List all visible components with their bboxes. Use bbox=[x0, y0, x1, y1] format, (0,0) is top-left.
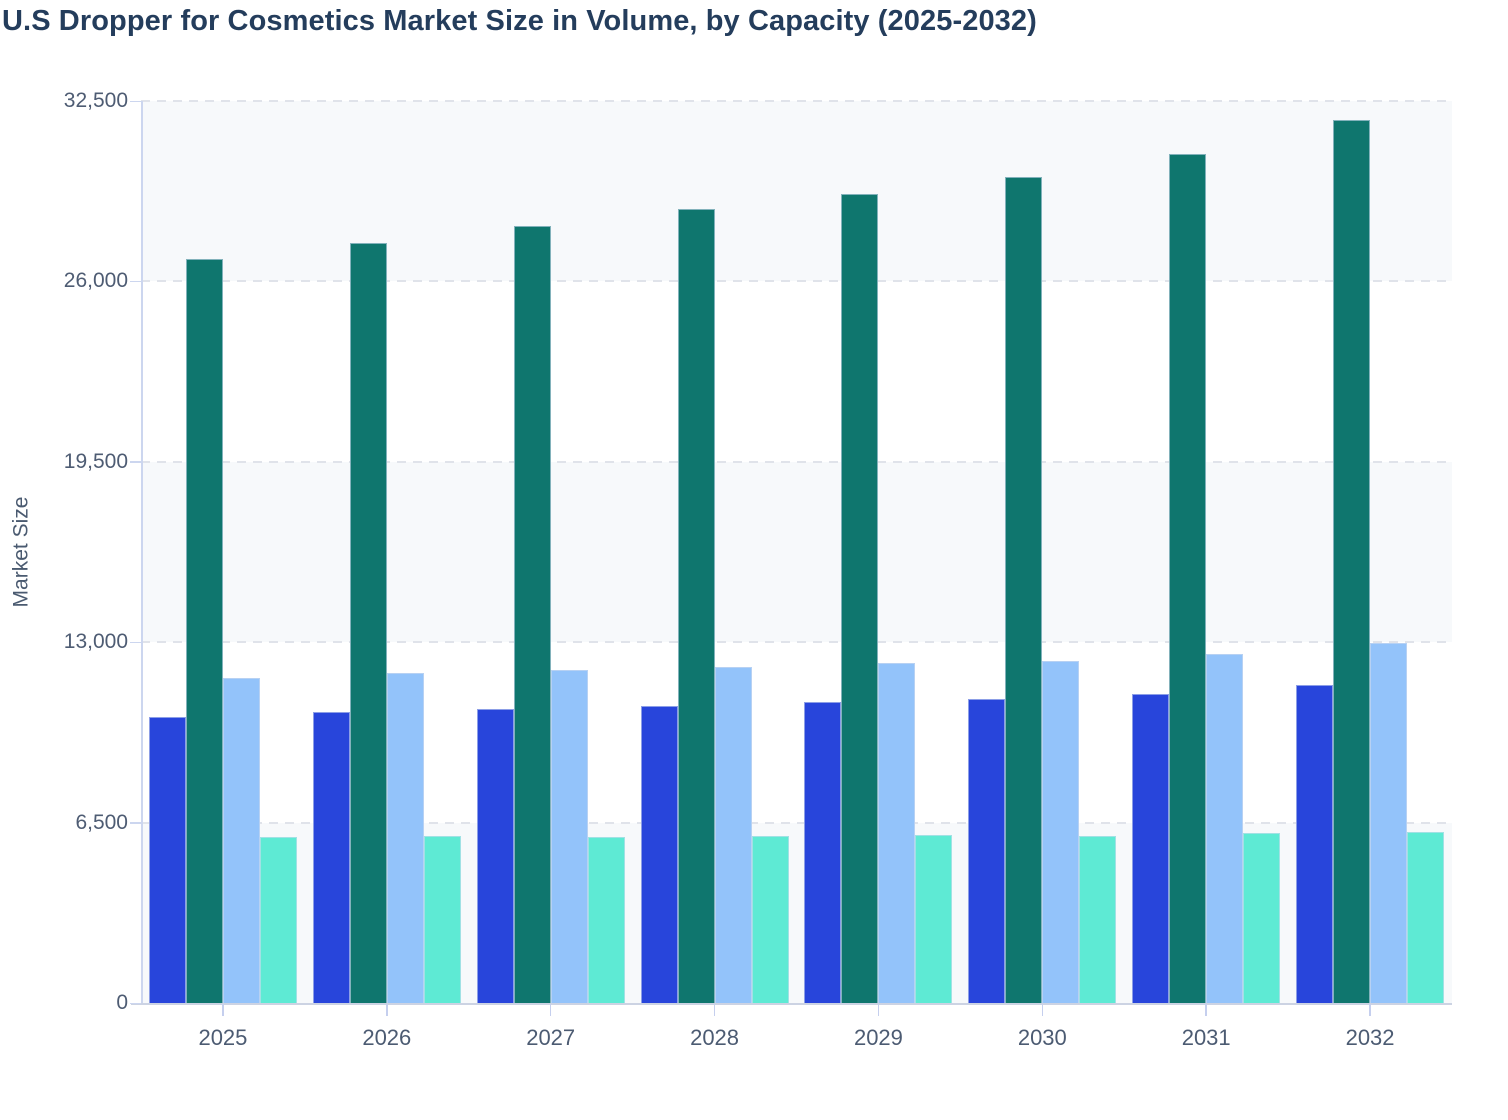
y-tick bbox=[130, 461, 141, 463]
gridline bbox=[141, 100, 1452, 102]
x-tick bbox=[1041, 1004, 1044, 1016]
bar-series-4-mint-2028 bbox=[751, 835, 789, 1003]
bar-series-1-royal-blue-2029 bbox=[804, 701, 842, 1003]
bar-series-3-light-blue-2028 bbox=[714, 666, 752, 1003]
y-tick bbox=[130, 641, 141, 644]
y-tick-label: 26,000 bbox=[63, 269, 128, 293]
bar-series-2-dark-teal-2025 bbox=[185, 259, 223, 1003]
bar-series-3-light-blue-2026 bbox=[386, 673, 424, 1003]
bar-series-4-mint-2032 bbox=[1407, 831, 1445, 1003]
y-tick bbox=[130, 1002, 141, 1004]
x-tick-label: 2026 bbox=[362, 1025, 412, 1050]
x-tick bbox=[877, 1004, 880, 1016]
y-axis-title-wrap: Market Size bbox=[0, 101, 42, 1003]
bar-series-4-mint-2027 bbox=[587, 836, 625, 1003]
x-tick-label: 2025 bbox=[198, 1025, 248, 1050]
x-axis-line bbox=[131, 1003, 1452, 1005]
bar-group-2029 bbox=[797, 101, 961, 1003]
bar-group-2030 bbox=[960, 101, 1124, 1003]
bar-series-1-royal-blue-2031 bbox=[1132, 694, 1170, 1003]
bar-group-2031 bbox=[1124, 101, 1288, 1003]
gridline bbox=[141, 821, 1452, 824]
x-tick bbox=[549, 1004, 552, 1016]
bar-series-2-dark-teal-2032 bbox=[1333, 120, 1371, 1003]
x-tick bbox=[713, 1004, 716, 1016]
bar-series-2-dark-teal-2027 bbox=[513, 225, 551, 1003]
bar-series-3-light-blue-2025 bbox=[222, 677, 260, 1003]
y-axis-title: Market Size bbox=[9, 496, 32, 608]
bar-series-1-royal-blue-2027 bbox=[476, 708, 514, 1003]
bar-series-2-dark-teal-2030 bbox=[1005, 177, 1043, 1003]
x-tick bbox=[1205, 1004, 1207, 1016]
chart-title: U.S Dropper for Cosmetics Market Size in… bbox=[2, 5, 1037, 37]
bar-series-4-mint-2029 bbox=[915, 835, 953, 1003]
gridline bbox=[141, 641, 1452, 644]
bar-series-1-royal-blue-2026 bbox=[312, 712, 350, 1003]
bar-group-2028 bbox=[633, 101, 797, 1003]
x-tick bbox=[222, 1004, 224, 1016]
bar-series-2-dark-teal-2031 bbox=[1169, 153, 1207, 1003]
y-tick bbox=[130, 822, 141, 824]
bar-series-4-mint-2030 bbox=[1079, 836, 1117, 1003]
y-tick-label: 0 bbox=[116, 991, 128, 1014]
y-tick-label: 32,500 bbox=[63, 89, 128, 112]
bar-group-2025 bbox=[141, 101, 305, 1003]
y-tick bbox=[130, 280, 141, 283]
bar-series-1-royal-blue-2030 bbox=[968, 699, 1006, 1003]
bar-series-4-mint-2026 bbox=[423, 835, 461, 1003]
gridline bbox=[141, 280, 1452, 283]
bar-series-2-dark-teal-2026 bbox=[349, 242, 387, 1003]
bar-series-2-dark-teal-2029 bbox=[841, 193, 879, 1003]
bar-series-4-mint-2025 bbox=[259, 837, 297, 1003]
x-tick-label: 2031 bbox=[1181, 1025, 1231, 1050]
y-axis-line bbox=[141, 101, 143, 1004]
bar-series-3-light-blue-2032 bbox=[1370, 643, 1408, 1003]
x-tick bbox=[1369, 1004, 1371, 1016]
bar-series-3-light-blue-2027 bbox=[550, 669, 588, 1003]
bar-group-2032 bbox=[1288, 101, 1452, 1003]
y-tick-label: 6,500 bbox=[75, 810, 128, 834]
bar-series-1-royal-blue-2032 bbox=[1296, 684, 1334, 1003]
x-tick-label: 2030 bbox=[1017, 1025, 1067, 1050]
gridline bbox=[141, 460, 1452, 463]
bar-series-1-royal-blue-2028 bbox=[640, 706, 678, 1003]
bar-series-1-royal-blue-2025 bbox=[148, 717, 186, 1003]
y-tick bbox=[130, 100, 141, 102]
x-tick-label: 2032 bbox=[1345, 1025, 1395, 1050]
x-tick-label: 2027 bbox=[526, 1025, 576, 1050]
bar-series-3-light-blue-2030 bbox=[1042, 660, 1080, 1003]
bar-group-2027 bbox=[469, 101, 633, 1003]
y-tick-label: 19,500 bbox=[63, 449, 128, 473]
y-tick-label: 13,000 bbox=[63, 630, 128, 654]
bar-series-3-light-blue-2031 bbox=[1206, 654, 1244, 1003]
bar-series-2-dark-teal-2028 bbox=[677, 209, 715, 1003]
x-tick bbox=[386, 1004, 388, 1016]
bar-series-4-mint-2031 bbox=[1243, 833, 1281, 1003]
bar-group-2026 bbox=[305, 101, 469, 1003]
x-tick-label: 2029 bbox=[853, 1025, 903, 1050]
x-tick-label: 2028 bbox=[690, 1025, 740, 1050]
bar-series-3-light-blue-2029 bbox=[878, 663, 916, 1003]
